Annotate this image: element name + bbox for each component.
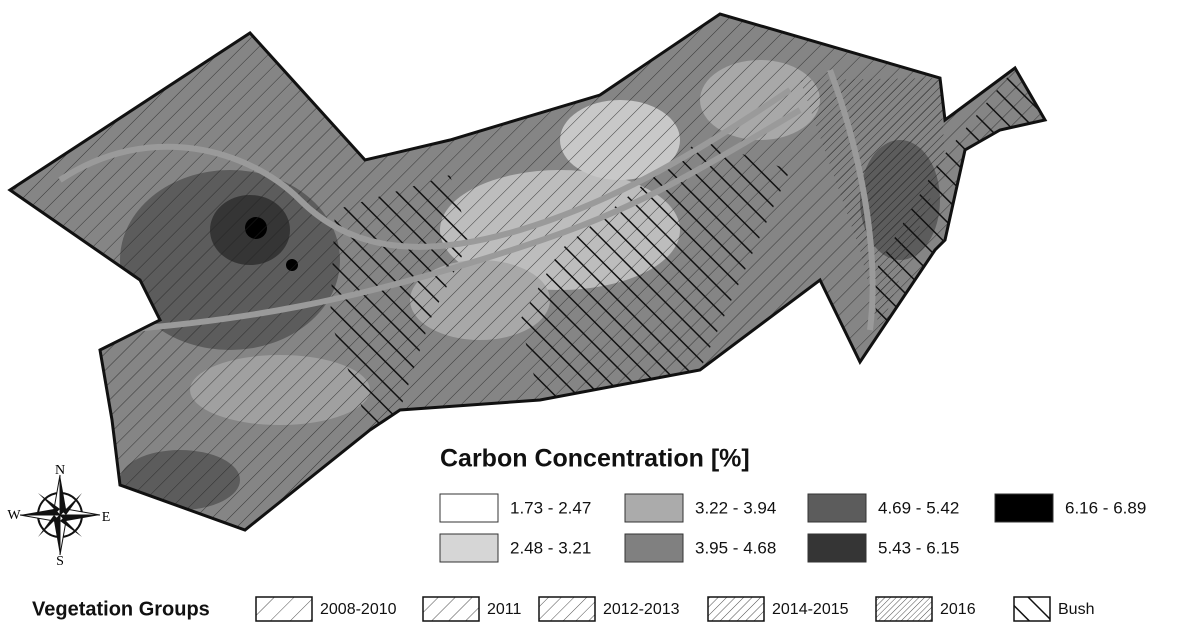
legend-swatch	[994, 493, 1054, 523]
vegetation-label: 2012-2013	[603, 601, 680, 618]
vegetation-swatch	[255, 596, 313, 622]
legend-title: Carbon Concentration [%]	[440, 445, 750, 473]
vegetation-swatch	[422, 596, 480, 622]
legend-label: 2.48 - 3.21	[510, 538, 591, 557]
vegetation-swatch	[1013, 596, 1051, 622]
vegetation-swatch	[875, 596, 933, 622]
legend-swatch	[439, 533, 499, 563]
vegetation-label: 2011	[487, 601, 522, 618]
compass-rose	[19, 474, 101, 556]
vegetation-label: 2016	[940, 601, 976, 618]
legend-label: 3.22 - 3.94	[695, 498, 776, 517]
legend-swatch	[807, 533, 867, 563]
legend-label: 4.69 - 5.42	[878, 498, 959, 517]
legend-swatch	[439, 493, 499, 523]
site-boundary	[7, 12, 1048, 532]
compass-s: S	[56, 554, 64, 569]
vegetation-swatch	[707, 596, 765, 622]
legend-swatch	[624, 533, 684, 563]
legend-label: 3.95 - 4.68	[695, 538, 776, 557]
compass-n: N	[55, 463, 65, 478]
vegetation-label: 2014-2015	[772, 601, 849, 618]
compass-e: E	[102, 510, 111, 525]
vegetation-swatch	[538, 596, 596, 622]
legend-label: 6.16 - 6.89	[1065, 498, 1146, 517]
legend-swatch	[624, 493, 684, 523]
legend-swatch	[807, 493, 867, 523]
legend-label: 1.73 - 2.47	[510, 498, 591, 517]
vegetation-title: Vegetation Groups	[32, 598, 210, 620]
vegetation-label: 2008-2010	[320, 601, 397, 618]
compass-w: W	[7, 508, 21, 523]
vegetation-label: Bush	[1058, 601, 1094, 618]
legend-label: 5.43 - 6.15	[878, 538, 959, 557]
